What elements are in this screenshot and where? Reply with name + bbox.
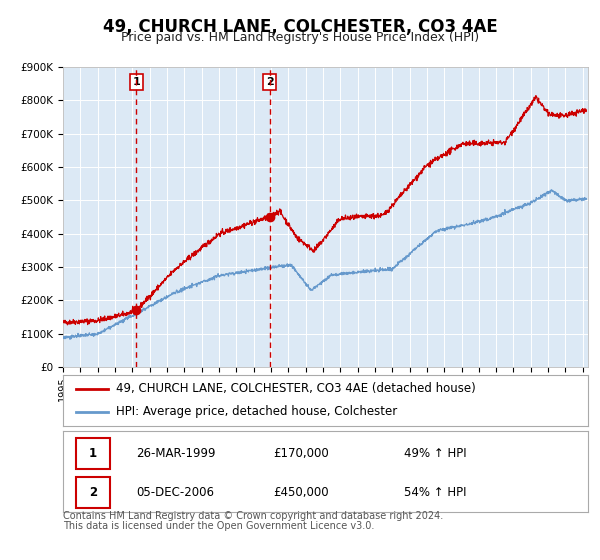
Text: 2: 2 xyxy=(89,486,97,498)
Text: 49, CHURCH LANE, COLCHESTER, CO3 4AE: 49, CHURCH LANE, COLCHESTER, CO3 4AE xyxy=(103,18,497,36)
Text: Contains HM Land Registry data © Crown copyright and database right 2024.: Contains HM Land Registry data © Crown c… xyxy=(63,511,443,521)
Text: HPI: Average price, detached house, Colchester: HPI: Average price, detached house, Colc… xyxy=(115,405,397,418)
Text: 49, CHURCH LANE, COLCHESTER, CO3 4AE (detached house): 49, CHURCH LANE, COLCHESTER, CO3 4AE (de… xyxy=(115,382,475,395)
Text: 1: 1 xyxy=(133,77,140,87)
FancyBboxPatch shape xyxy=(76,477,110,507)
Text: 26-MAR-1999: 26-MAR-1999 xyxy=(137,447,216,460)
Text: Price paid vs. HM Land Registry's House Price Index (HPI): Price paid vs. HM Land Registry's House … xyxy=(121,31,479,44)
Text: £450,000: £450,000 xyxy=(273,486,329,498)
Text: This data is licensed under the Open Government Licence v3.0.: This data is licensed under the Open Gov… xyxy=(63,521,374,531)
Text: 05-DEC-2006: 05-DEC-2006 xyxy=(137,486,215,498)
Text: 54% ↑ HPI: 54% ↑ HPI xyxy=(404,486,467,498)
FancyBboxPatch shape xyxy=(76,438,110,469)
Text: 49% ↑ HPI: 49% ↑ HPI xyxy=(404,447,467,460)
Text: 2: 2 xyxy=(266,77,274,87)
Bar xyxy=(136,67,269,367)
Text: 1: 1 xyxy=(89,447,97,460)
Text: £170,000: £170,000 xyxy=(273,447,329,460)
